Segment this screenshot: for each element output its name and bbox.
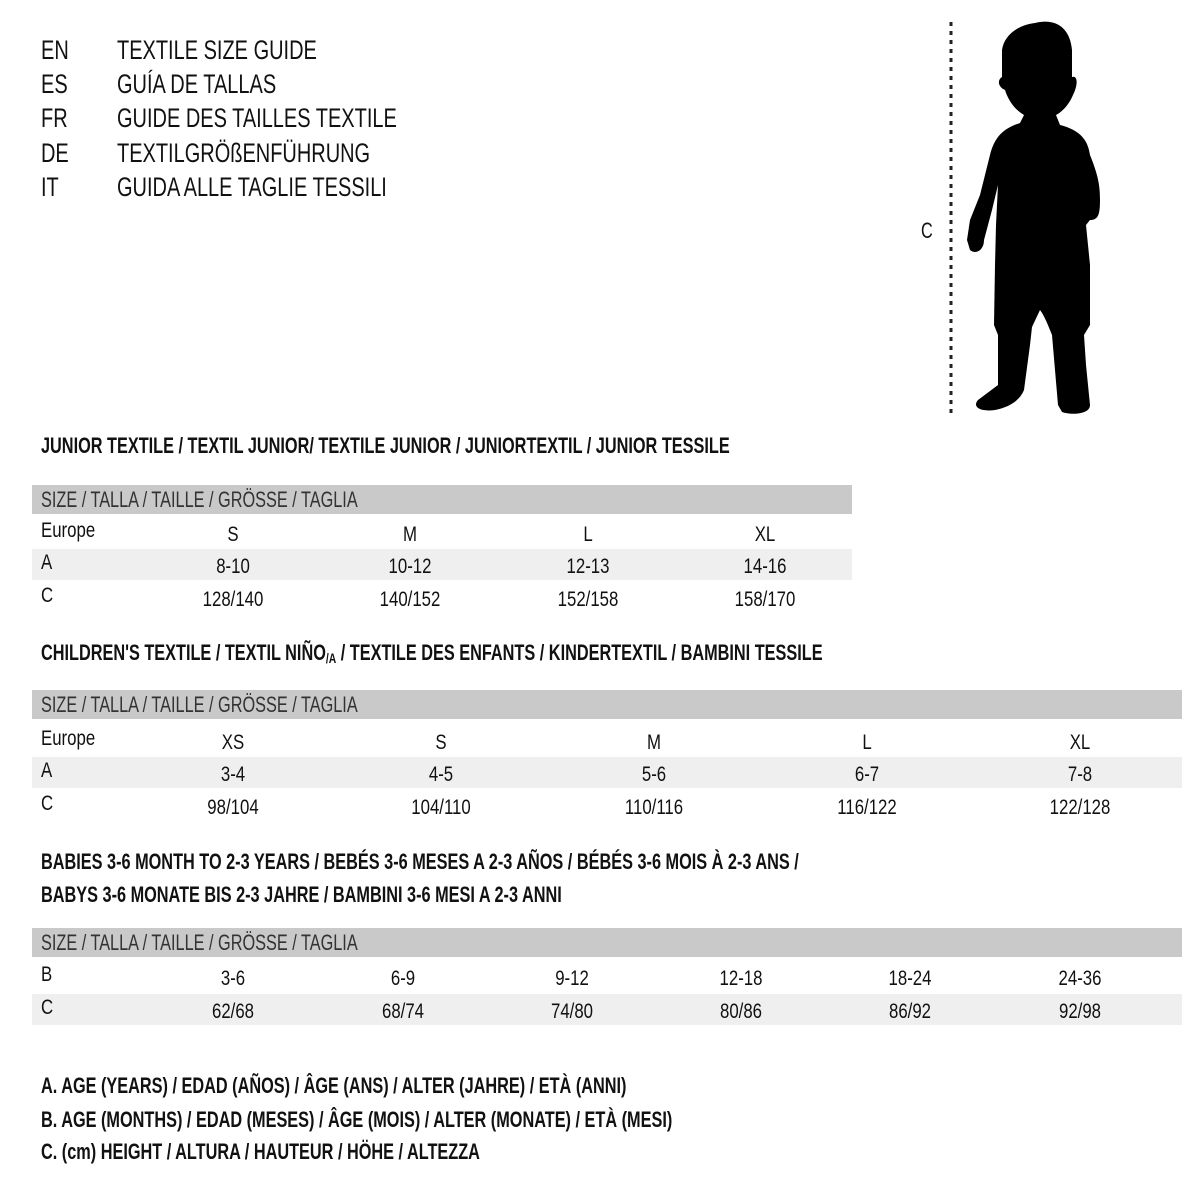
table-cell: 110/116 [624,796,684,819]
size-header-band: SIZE / TALLA / TAILLE / GRÖSSE / TAGLIA [32,485,852,514]
table-cell: M [647,731,661,754]
table-row: C 98/104 104/110 110/116 116/122 122/128 [32,790,1182,821]
table-cell: 3-4 [220,763,246,786]
table-cell: M [403,523,417,546]
table-cell: 7-8 [1067,763,1093,786]
row-label: Europe [41,727,96,750]
row-label: C [41,792,54,815]
table-cell: 140/152 [379,588,441,611]
table-cell: 128/140 [202,588,264,611]
size-header-label: SIZE / TALLA / TAILLE / GRÖSSE / TAGLIA [41,487,358,512]
babies-section-title-line1: BABIES 3-6 MONTH TO 2-3 YEARS / BEBÉS 3-… [41,849,799,874]
child-silhouette-icon [949,21,1100,414]
size-header-label: SIZE / TALLA / TAILLE / GRÖSSE / TAGLIA [41,692,358,717]
table-cell: XL [754,523,776,546]
title-part: / TEXTILE DES ENFANTS / KINDERTEXTIL / B… [336,640,823,665]
height-measure-label: C [921,218,933,243]
lang-title: GUÍA DE TALLAS [117,69,277,99]
table-row: B 3-6 6-9 9-12 12-18 18-24 24-36 [32,961,1182,992]
legend-c: C. (cm) HEIGHT / ALTURA / HAUTEUR / HÖHE… [41,1139,480,1164]
row-label: C [41,584,54,607]
lang-code: IT [41,172,59,202]
lang-code: FR [41,103,68,133]
table-cell: 152/158 [557,588,619,611]
lang-title: GUIDA ALLE TAGLIE TESSILI [117,172,387,202]
row-label: C [41,996,54,1019]
lang-code: EN [41,35,69,65]
babies-section-title-line2: BABYS 3-6 MONATE BIS 2-3 JAHRE / BAMBINI… [41,882,562,907]
table-row: A 8-10 10-12 12-13 14-16 [32,549,852,580]
lang-code: DE [41,138,69,168]
table-row: C 128/140 140/152 152/158 158/170 [32,582,852,613]
title-part: CHILDREN'S TEXTILE / TEXTIL NIÑO [41,640,326,665]
table-cell: 74/80 [550,1000,594,1023]
row-label: A [41,551,53,574]
lang-title: TEXTILGRÖßENFÜHRUNG [117,138,371,168]
table-cell: 116/122 [837,796,897,819]
table-cell: 104/110 [411,796,471,819]
legend-b: B. AGE (MONTHS) / EDAD (MESES) / ÂGE (MO… [41,1107,673,1132]
table-cell: 98/104 [207,796,259,819]
table-row: Europe S M L XL [32,517,852,548]
table-cell: 158/170 [734,588,796,611]
table-cell: 68/74 [381,1000,425,1023]
table-cell: 24-36 [1058,967,1102,990]
table-cell: 10-12 [388,555,432,578]
size-header-band: SIZE / TALLA / TAILLE / GRÖSSE / TAGLIA [32,928,1182,957]
table-cell: S [227,523,239,546]
table-cell: 14-16 [743,555,787,578]
table-cell: S [435,731,447,754]
table-cell: 86/92 [888,1000,932,1023]
table-cell: 8-10 [216,555,250,578]
table-cell: L [862,731,872,754]
table-row: C 62/68 68/74 74/80 80/86 86/92 92/98 [32,994,1182,1025]
table-cell: 5-6 [641,763,667,786]
table-cell: 6-9 [390,967,416,990]
table-cell: 122/128 [1049,796,1111,819]
table-row: Europe XS S M L XL [32,725,1182,756]
table-cell: 3-6 [220,967,246,990]
lang-code: ES [41,69,68,99]
legend-a: A. AGE (YEARS) / EDAD (AÑOS) / ÂGE (ANS)… [41,1073,627,1098]
table-cell: XS [221,731,245,754]
lang-title: TEXTILE SIZE GUIDE [117,35,317,65]
table-row: A 3-4 4-5 5-6 6-7 7-8 [32,757,1182,788]
junior-section-title: JUNIOR TEXTILE / TEXTIL JUNIOR/ TEXTILE … [41,433,730,458]
title-subscript: /A [325,650,337,666]
size-header-band: SIZE / TALLA / TAILLE / GRÖSSE / TAGLIA [32,690,1182,719]
table-cell: 12-13 [566,555,610,578]
table-cell: 62/68 [211,1000,255,1023]
table-cell: 6-7 [854,763,880,786]
size-header-label: SIZE / TALLA / TAILLE / GRÖSSE / TAGLIA [41,930,358,955]
row-label: Europe [41,519,96,542]
lang-title: GUIDE DES TAILLES TEXTILE [117,103,397,133]
table-cell: 80/86 [719,1000,763,1023]
row-label: B [41,963,53,986]
table-cell: 18-24 [888,967,932,990]
children-section-title: CHILDREN'S TEXTILE / TEXTIL NIÑO/A / TEX… [41,640,823,666]
table-cell: 9-12 [555,967,589,990]
table-cell: 12-18 [719,967,763,990]
table-cell: XL [1069,731,1091,754]
row-label: A [41,759,53,782]
table-cell: 4-5 [428,763,454,786]
table-cell: 92/98 [1058,1000,1102,1023]
table-cell: L [583,523,593,546]
